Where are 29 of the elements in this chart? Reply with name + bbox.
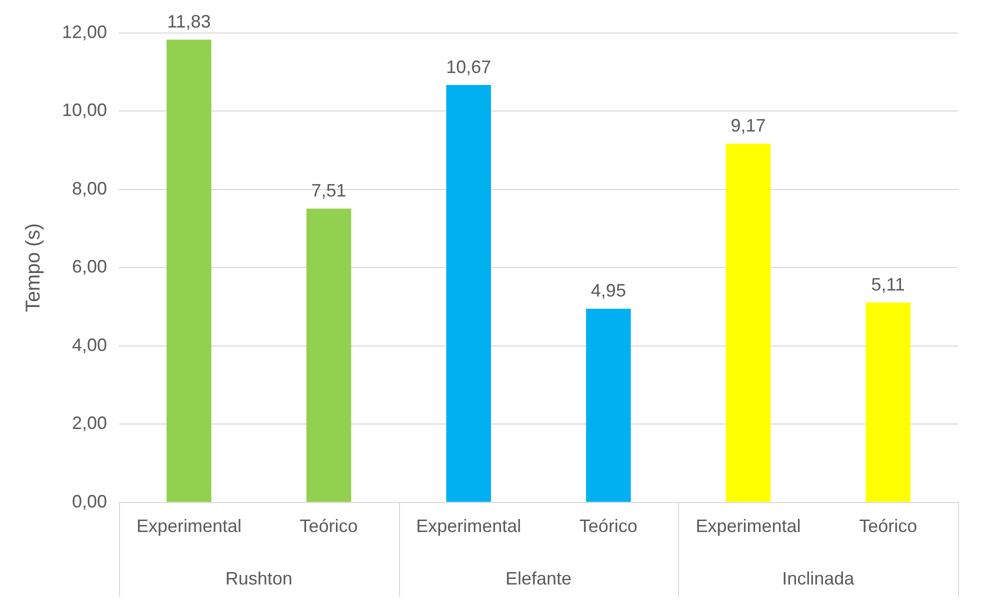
bar: [726, 144, 771, 502]
bar: [446, 85, 491, 502]
y-tick-label: 2,00: [72, 413, 108, 434]
data-label: 4,95: [590, 280, 626, 301]
y-tick-label: 6,00: [72, 256, 108, 277]
x-tick-label: Experimental: [696, 516, 801, 536]
bar: [866, 302, 910, 502]
bar: [306, 208, 352, 502]
data-label: 5,11: [871, 274, 905, 294]
x-tick-label: Teórico: [300, 516, 358, 536]
x-tick-label: Experimental: [136, 516, 242, 536]
bar: [166, 40, 212, 502]
text: Elefante: [505, 568, 572, 588]
text: Rushton: [225, 568, 292, 588]
data-label: 9,17: [730, 116, 766, 136]
y-tick-label: 12,00: [62, 22, 108, 42]
data-label: 10,67: [446, 56, 492, 77]
x-tick-label: Teórico: [579, 516, 638, 536]
y-tick-label: 10,00: [62, 100, 108, 120]
data-label: 11,83: [167, 12, 211, 32]
data-label: 7,51: [311, 180, 346, 201]
y-tick-label: 4,00: [72, 334, 108, 355]
y-tick-label: 8,00: [72, 178, 108, 198]
bar: [586, 308, 631, 502]
y-tick-label: 0,00: [72, 491, 108, 512]
x-tick-label: Experimental: [416, 516, 522, 536]
text: Inclinada: [782, 568, 856, 588]
x-tick-label: Teórico: [859, 516, 918, 536]
y-axis-title: Tempo (s): [22, 223, 45, 312]
